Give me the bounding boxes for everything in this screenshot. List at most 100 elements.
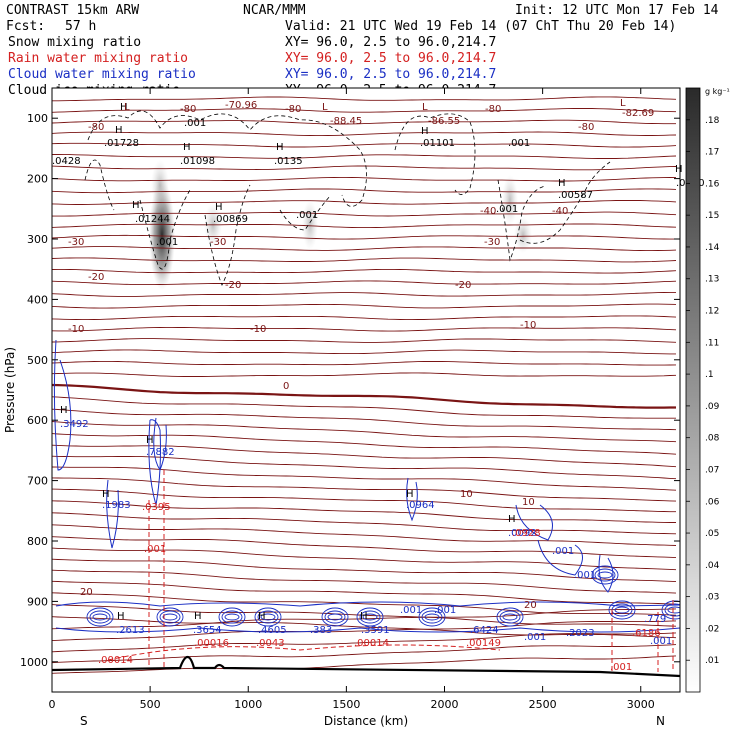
cloud-water-contour-ring xyxy=(614,606,630,614)
colorbar-level: .01 xyxy=(705,656,719,666)
colorbar-level: .17 xyxy=(705,148,719,158)
temperature-contour-line xyxy=(52,383,676,409)
cloud-water-contour-ring xyxy=(418,607,446,627)
high-marker: H xyxy=(508,514,516,525)
cloud-water-contour-line xyxy=(148,419,161,506)
cloud-water-label: .4605 xyxy=(258,625,287,636)
temperature-contour-line xyxy=(52,257,677,263)
north-label: N xyxy=(656,714,665,728)
temperature-contour-line xyxy=(52,223,677,229)
temperature-contour-line xyxy=(52,421,677,443)
cloud-water-label: .001 xyxy=(552,546,574,557)
temperature-contour-line xyxy=(52,536,677,559)
temperature-contour-line xyxy=(52,188,677,194)
temperature-contour-line xyxy=(52,644,677,664)
field-xy: XY= 96.0, 2.5 to 96.0,214.7 xyxy=(285,67,496,82)
rain-label: .001 xyxy=(610,662,632,673)
cloud-water-contour-ring xyxy=(608,600,636,620)
x-tick-label: 0 xyxy=(49,698,56,711)
high-marker: H xyxy=(146,435,154,446)
temperature-label: 10 xyxy=(522,497,535,508)
terrain-line xyxy=(52,655,680,678)
high-marker: H xyxy=(360,611,368,622)
temperature-contour-line xyxy=(52,176,677,182)
snow-label: .01098 xyxy=(180,156,215,167)
forecast-hour: 57 h xyxy=(65,19,96,34)
cloud-water-label: .6424 xyxy=(470,625,499,636)
high-marker: H xyxy=(276,142,284,153)
snow-label: .001 xyxy=(184,118,206,129)
temperature-contour-line xyxy=(52,372,677,377)
snow-contour-line xyxy=(394,113,476,195)
temperature-contours xyxy=(52,96,677,674)
low-marker: L xyxy=(322,102,328,113)
cloud-water-label: .001 xyxy=(400,605,422,616)
temperature-label: -80 xyxy=(578,122,594,133)
low-marker: L xyxy=(620,98,626,109)
colorbar-level: .11 xyxy=(705,338,719,348)
temperature-label: 0 xyxy=(283,381,289,392)
snow-contour-line xyxy=(497,179,546,261)
colorbar-level: .05 xyxy=(705,529,719,539)
y-axis-title: Pressure (hPa) xyxy=(3,347,17,433)
x-axis-title: Distance (km) xyxy=(324,714,408,728)
temperature-contour-line xyxy=(52,444,677,468)
temperature-contour-line xyxy=(52,142,677,148)
temperature-label: -40 xyxy=(552,206,568,217)
rain-label: .0043 xyxy=(256,638,285,649)
colorbar-unit: g kg⁻¹ xyxy=(705,87,730,96)
high-marker: H xyxy=(194,611,202,622)
valid-time: Valid: 21 UTC Wed 19 Feb 14 (07 ChT Thu … xyxy=(285,19,676,34)
temperature-contour-line xyxy=(52,360,677,366)
colorbar-level: .12 xyxy=(705,307,719,317)
colorbar-level: .15 xyxy=(705,211,719,221)
cloud-water-contour-ring xyxy=(502,613,518,621)
temperature-contour-line xyxy=(52,500,676,523)
temperature-label: 10 xyxy=(460,489,473,500)
cloud-water-contour-ring xyxy=(356,607,384,627)
temperature-contour-line xyxy=(52,455,677,480)
rain-label: .001 xyxy=(144,544,166,555)
high-marker: H xyxy=(115,125,123,136)
high-marker: H xyxy=(102,489,110,500)
x-tick-label: 1500 xyxy=(332,698,360,711)
temperature-contour-line xyxy=(52,165,677,171)
colorbar-level: .09 xyxy=(705,402,720,412)
x-tick-label: 500 xyxy=(140,698,161,711)
south-label: S xyxy=(80,714,88,728)
y-tick-label: 100 xyxy=(27,112,48,125)
cloud-water-contour-ring xyxy=(92,613,108,621)
rain-label: .00149 xyxy=(466,638,501,649)
temperature-label: -30 xyxy=(484,237,500,248)
temperature-contour-line xyxy=(52,616,677,639)
temperature-contour-line xyxy=(52,408,677,431)
temperature-contour-line xyxy=(52,524,677,546)
x-tick-label: 2000 xyxy=(431,698,459,711)
temperature-label: -10 xyxy=(68,324,84,335)
cloud-water-contour-ring xyxy=(324,610,346,624)
cloud-water-label: .001 xyxy=(650,636,672,647)
temperature-contour-line xyxy=(52,154,677,159)
forecast-label: Fcst: xyxy=(6,19,45,34)
cloud-water-label: .001 xyxy=(434,605,456,616)
cloud-water-contour-line xyxy=(153,417,167,472)
y-tick-label: 1000 xyxy=(20,656,48,669)
snow-label: .001 xyxy=(296,210,318,221)
low-marker: L xyxy=(422,102,428,113)
cloud-water-contour-line xyxy=(406,477,418,522)
cloud-water-contour-ring xyxy=(162,613,178,621)
temperature-contour-line xyxy=(52,558,677,583)
field-xy: XY= 96.0, 2.5 to 96.0,214.7 xyxy=(285,35,496,50)
temperature-contour-line xyxy=(52,488,676,513)
rain-label: .00014 xyxy=(354,638,389,649)
colorbar-level: .13 xyxy=(705,275,719,285)
colorbar-level: .04 xyxy=(705,561,720,571)
field-name: Snow mixing ratio xyxy=(8,35,141,50)
cloud-water-contour-line xyxy=(53,339,72,471)
colorbar-level: .16 xyxy=(705,179,720,189)
cloud-water-contour-ring xyxy=(499,610,521,624)
temperature-label: -30 xyxy=(68,237,84,248)
temperature-contour-line xyxy=(52,477,677,502)
colorbar-level: .14 xyxy=(705,243,720,253)
